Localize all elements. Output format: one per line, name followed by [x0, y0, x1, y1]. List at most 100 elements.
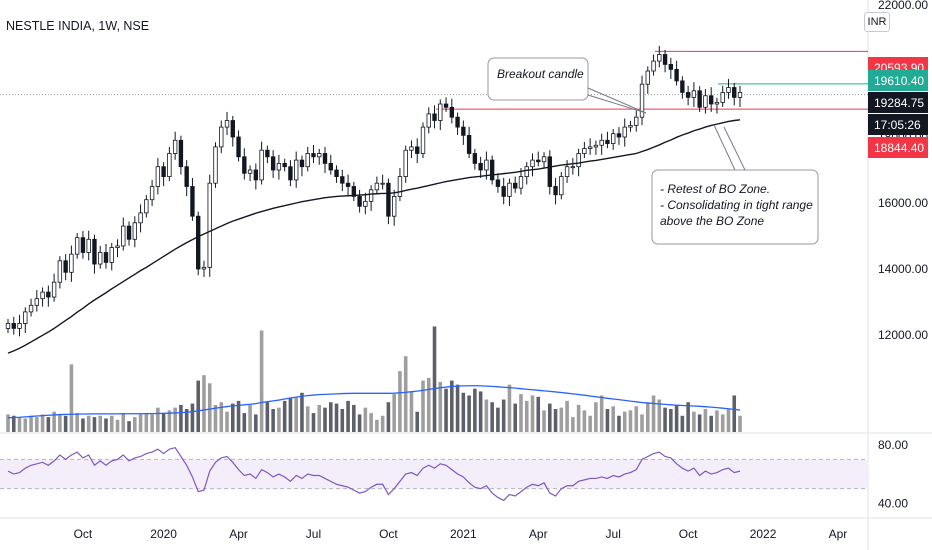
volume-bar — [467, 395, 471, 432]
candle-body — [564, 166, 570, 177]
volume-bar — [311, 413, 316, 432]
candle-body — [149, 186, 155, 201]
price-tick-label: 12000.00 — [878, 328, 928, 342]
time-tick-label: 2022 — [750, 527, 777, 541]
candle-body — [461, 126, 466, 136]
volume-bar — [225, 411, 229, 432]
volume-bar — [432, 326, 437, 432]
volume-bar — [398, 371, 402, 432]
candle-body — [224, 120, 230, 128]
volume-bar — [697, 414, 702, 432]
volume-bar — [599, 395, 604, 432]
candle-body — [80, 237, 86, 253]
candle-body — [184, 166, 189, 187]
rsi-band — [0, 458, 868, 490]
volume-bar — [265, 402, 270, 432]
volume-bar — [571, 417, 575, 432]
volume-bar — [334, 403, 339, 432]
volume-bar — [52, 411, 56, 432]
price-axis[interactable]: 12000.0014000.0016000.0018000.0020000.00… — [878, 0, 928, 342]
volume-bar — [219, 402, 224, 432]
price-tag-label: 17:05:26 — [874, 118, 921, 132]
time-tick-label: Apr — [829, 527, 848, 541]
candle-body — [513, 182, 518, 189]
volume-bar — [184, 409, 189, 432]
volume-bar — [628, 410, 633, 432]
candle-body — [553, 186, 558, 196]
time-tick-label: Oct — [379, 527, 398, 541]
candle-body — [351, 186, 357, 197]
candle-body — [443, 103, 449, 108]
candle-body — [74, 237, 80, 255]
volume-bar — [484, 399, 489, 432]
currency-badge[interactable]: INR — [864, 12, 890, 32]
volume-bar — [674, 404, 679, 432]
symbol-title[interactable]: NESTLE INDIA, 1W, NSE — [6, 19, 150, 33]
candle-body — [587, 146, 593, 149]
volume-bar — [236, 400, 241, 432]
candle-body — [265, 149, 270, 158]
time-axis[interactable]: Oct 2020 Apr Jul Oct 2021 Apr Jul Oct 2022 Apr — [74, 527, 848, 541]
volume-bar — [104, 418, 108, 432]
candle-body — [11, 323, 16, 329]
volume-bar — [663, 407, 667, 432]
volume-bar — [651, 395, 656, 432]
candle-body — [253, 169, 259, 181]
price-tick-label: 16000.00 — [878, 196, 928, 210]
rsi-tick-label: 40.00 — [878, 496, 908, 510]
volume-bar — [617, 415, 621, 432]
candle-body — [536, 159, 541, 163]
candle-body — [23, 311, 28, 324]
candle-body — [230, 120, 235, 138]
breakout-callout[interactable]: Breakout candle — [487, 57, 647, 114]
time-tick-label: Apr — [229, 527, 248, 541]
candle-body — [622, 126, 627, 138]
volume-bars — [6, 326, 742, 432]
volume-bar — [461, 392, 466, 432]
candle-body — [276, 162, 282, 171]
candle-body — [236, 136, 241, 158]
volume-bar — [594, 402, 598, 432]
volume-bar — [144, 413, 149, 432]
volume-bar — [680, 415, 685, 432]
candle-body — [63, 260, 68, 273]
candle-body — [115, 245, 120, 248]
retest-callout[interactable]: - Retest of BO Zone. - Consolidating in … — [651, 124, 819, 245]
volume-bar — [352, 404, 356, 432]
candle-body — [409, 146, 414, 151]
candle-body — [86, 238, 91, 253]
volume-bar — [294, 396, 298, 432]
rsi-line — [7, 447, 741, 502]
candle-body — [726, 87, 731, 93]
candle-body — [703, 95, 708, 108]
candle-body — [219, 126, 224, 148]
volume-bar — [340, 409, 345, 432]
candle-body — [720, 92, 725, 103]
candle-body — [46, 291, 51, 298]
volume-bar — [530, 395, 535, 432]
candle-body — [547, 156, 552, 187]
volume-bar — [686, 402, 690, 432]
volume-bar — [409, 391, 414, 432]
candle-body — [403, 149, 408, 177]
volume-bar — [271, 409, 275, 432]
candle-body — [259, 149, 264, 181]
candles — [5, 45, 743, 337]
time-tick-label: Jul — [306, 527, 321, 541]
candle-body — [593, 144, 599, 148]
candle-body — [697, 90, 702, 108]
volume-ma-line — [7, 385, 741, 419]
volume-bar — [17, 417, 22, 432]
candle-body — [40, 291, 45, 300]
candle-body — [628, 125, 633, 128]
candle-body — [34, 298, 40, 306]
candle-body — [138, 212, 143, 224]
volume-bar — [282, 400, 287, 432]
breakout-callout-pointer — [587, 87, 647, 114]
volume-bar — [23, 418, 28, 432]
volume-bar — [588, 415, 592, 432]
candle-body — [144, 199, 149, 214]
rsi-axis[interactable]: 40.00 80.00 — [878, 438, 908, 511]
